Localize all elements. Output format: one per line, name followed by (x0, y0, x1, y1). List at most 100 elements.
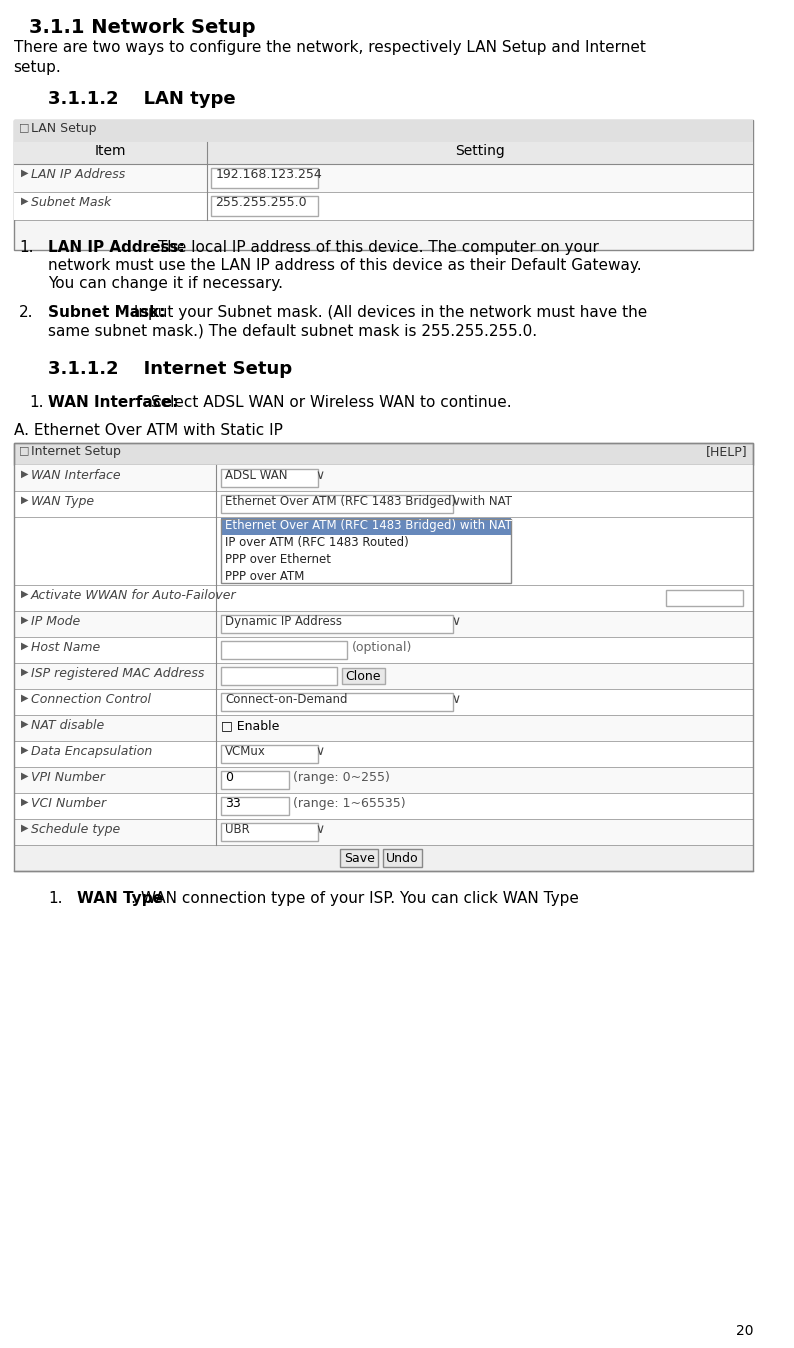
Text: Internet Setup: Internet Setup (31, 445, 121, 458)
Bar (221, 745, 318, 763)
Bar (221, 667, 337, 685)
Bar (221, 495, 453, 514)
Text: WAN Interface:: WAN Interface: (48, 395, 179, 410)
Bar (13, 585, 753, 611)
Bar (211, 195, 318, 216)
Text: Undo: Undo (387, 852, 419, 864)
Bar (13, 443, 753, 465)
Bar (221, 642, 347, 659)
Text: Input your Subnet mask. (All devices in the network must have the: Input your Subnet mask. (All devices in … (129, 305, 648, 319)
Text: 1.: 1. (48, 891, 63, 906)
Bar (211, 168, 318, 187)
Text: ▶: ▶ (21, 718, 29, 729)
Text: Save: Save (344, 852, 375, 864)
Text: ▶: ▶ (21, 824, 29, 833)
Text: ▶: ▶ (21, 195, 29, 206)
Text: □ Enable: □ Enable (221, 718, 279, 732)
Text: 3.1.1 Network Setup: 3.1.1 Network Setup (29, 18, 256, 36)
Bar (13, 793, 753, 820)
Text: Subnet Mask:: Subnet Mask: (48, 305, 166, 319)
Text: ▶: ▶ (21, 771, 29, 780)
Text: Ethernet Over ATM (RFC 1483 Bridged) with NAT: Ethernet Over ATM (RFC 1483 Bridged) wit… (225, 495, 512, 508)
Text: ∨: ∨ (316, 469, 325, 483)
Text: WAN Interface: WAN Interface (31, 469, 121, 483)
Text: Setting: Setting (455, 144, 505, 158)
Text: LAN IP Address:: LAN IP Address: (48, 240, 185, 255)
Bar (13, 741, 753, 767)
Text: VPI Number: VPI Number (31, 771, 105, 785)
Text: □: □ (19, 123, 30, 132)
Text: ▶: ▶ (21, 168, 29, 178)
Bar (13, 465, 753, 491)
Text: ∨: ∨ (316, 824, 325, 836)
Bar (221, 518, 511, 535)
Text: 1.: 1. (29, 395, 44, 410)
Text: same subnet mask.) The default subnet mask is 255.255.255.0.: same subnet mask.) The default subnet ma… (48, 324, 538, 338)
Text: ∨: ∨ (316, 745, 325, 758)
Text: 3.1.1.2    LAN type: 3.1.1.2 LAN type (48, 90, 236, 108)
Text: Ethernet Over ATM (RFC 1483 Bridged) with NAT: Ethernet Over ATM (RFC 1483 Bridged) wit… (225, 519, 512, 532)
Bar (13, 518, 753, 585)
Text: Connect-on-Demand: Connect-on-Demand (225, 693, 348, 706)
Text: Activate WWAN for Auto-Failover: Activate WWAN for Auto-Failover (31, 589, 237, 603)
Bar (341, 669, 385, 683)
Text: There are two ways to configure the network, respectively LAN Setup and Internet: There are two ways to configure the netw… (13, 40, 646, 74)
Bar (221, 519, 511, 582)
Text: : WAN connection type of your ISP. You can click WAN Type: : WAN connection type of your ISP. You c… (131, 891, 579, 906)
Bar (13, 491, 753, 518)
Bar (13, 120, 753, 142)
Text: (range: 0~255): (range: 0~255) (292, 771, 389, 785)
Text: VCMux: VCMux (225, 745, 266, 758)
Bar (13, 689, 753, 714)
Bar (221, 824, 318, 841)
Text: ∨: ∨ (451, 693, 460, 706)
Text: 1.: 1. (19, 240, 34, 255)
Bar (340, 849, 379, 867)
Text: ▶: ▶ (21, 469, 29, 479)
Text: LAN Setup: LAN Setup (31, 123, 96, 135)
Text: LAN IP Address: LAN IP Address (31, 168, 125, 181)
Text: PPP over ATM: PPP over ATM (225, 570, 304, 582)
Text: Subnet Mask: Subnet Mask (31, 195, 111, 209)
Text: 3.1.1.2    Internet Setup: 3.1.1.2 Internet Setup (48, 360, 292, 377)
Text: WAN Type: WAN Type (77, 891, 164, 906)
Bar (666, 590, 743, 607)
Text: VCI Number: VCI Number (31, 797, 106, 810)
Text: (range: 1~65535): (range: 1~65535) (292, 797, 405, 810)
Bar (13, 611, 753, 638)
Text: 0: 0 (225, 771, 233, 785)
Text: ▶: ▶ (21, 589, 29, 599)
Bar (13, 142, 753, 164)
Text: 20: 20 (735, 1324, 753, 1339)
Text: 192.168.123.254: 192.168.123.254 (215, 168, 322, 181)
Text: The local IP address of this device. The computer on your: The local IP address of this device. The… (152, 240, 599, 255)
Text: IP Mode: IP Mode (31, 615, 80, 628)
Text: ▶: ▶ (21, 667, 29, 677)
Text: Connection Control: Connection Control (31, 693, 151, 706)
Text: ▶: ▶ (21, 693, 29, 704)
Text: Data Encapsulation: Data Encapsulation (31, 745, 152, 758)
Bar (13, 164, 753, 191)
Text: ▶: ▶ (21, 495, 29, 506)
Text: 33: 33 (225, 797, 241, 810)
Text: ADSL WAN: ADSL WAN (225, 469, 287, 483)
Bar (13, 845, 753, 871)
Text: (optional): (optional) (352, 642, 412, 654)
Bar (13, 443, 753, 871)
Text: [HELP]: [HELP] (706, 445, 747, 458)
Text: Item: Item (94, 144, 125, 158)
Bar (221, 797, 289, 816)
Bar (221, 469, 318, 487)
Text: Select ADSL WAN or Wireless WAN to continue.: Select ADSL WAN or Wireless WAN to conti… (145, 395, 511, 410)
Text: NAT disable: NAT disable (31, 718, 104, 732)
Text: ∨: ∨ (451, 615, 460, 628)
Text: PPP over Ethernet: PPP over Ethernet (225, 553, 331, 566)
Bar (221, 615, 453, 634)
Bar (13, 767, 753, 793)
Text: ISP registered MAC Address: ISP registered MAC Address (31, 667, 204, 679)
Bar (221, 771, 289, 789)
Text: Host Name: Host Name (31, 642, 100, 654)
Bar (13, 120, 753, 249)
Text: You can change it if necessary.: You can change it if necessary. (48, 276, 283, 291)
Text: Clone: Clone (345, 670, 381, 682)
